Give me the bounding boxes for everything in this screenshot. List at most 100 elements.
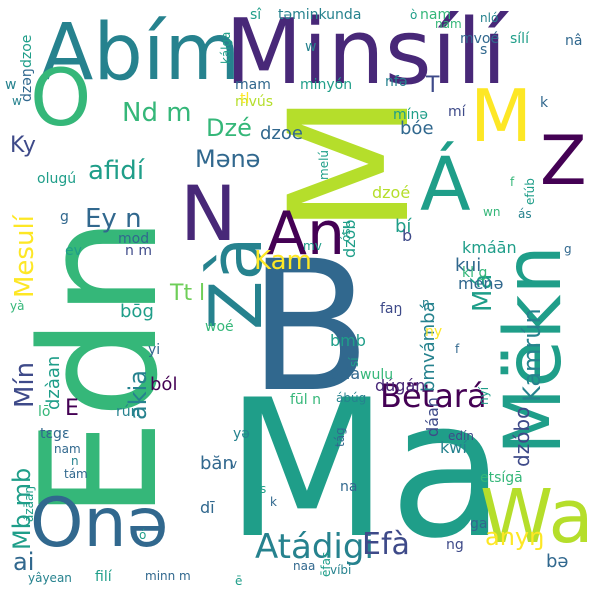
word: Bëtará: [380, 377, 487, 415]
word: bmb: [330, 331, 366, 350]
word: n: [71, 454, 79, 468]
word: dzàan: [43, 355, 64, 410]
word: O: [30, 54, 92, 144]
word: mv: [303, 239, 322, 253]
word: B: [248, 223, 372, 432]
word: na: [340, 479, 358, 495]
word: kálga: [219, 31, 233, 64]
word: woé: [205, 319, 234, 335]
word: wulu: [360, 367, 394, 383]
word: minyón: [300, 77, 353, 93]
word: w: [5, 77, 17, 93]
word: naa: [293, 559, 316, 573]
word: mam: [235, 77, 271, 93]
word: g: [60, 209, 69, 225]
word: afidí: [88, 156, 145, 186]
word: Tt l: [170, 281, 206, 306]
word: f: [510, 175, 515, 189]
word: dzəŋ: [19, 68, 35, 102]
word: kmáān: [462, 238, 517, 257]
word: minn m: [145, 569, 191, 583]
word: E: [65, 396, 79, 421]
word: w: [12, 94, 22, 108]
word: Ma: [225, 359, 506, 580]
word: ŋ: [422, 296, 430, 310]
word: dzoé: [372, 183, 411, 202]
word: T: [426, 73, 440, 98]
word: v: [230, 457, 238, 471]
word: f: [455, 342, 460, 356]
word: dzoe: [260, 123, 303, 144]
word: Onə: [30, 484, 169, 563]
word: ból: [150, 374, 178, 395]
word: nâ: [565, 33, 583, 49]
word: edín: [448, 429, 474, 443]
word: Efà: [362, 527, 410, 562]
word: təminkunda: [278, 7, 362, 23]
word: bí: [395, 216, 412, 237]
word: Kam: [254, 246, 312, 276]
word: ga: [470, 516, 488, 532]
word: băn: [200, 453, 234, 474]
word: k: [540, 95, 549, 111]
word: Á: [420, 142, 471, 228]
word: anyŋ: [485, 523, 545, 551]
word: k: [270, 495, 277, 509]
word: ev: [65, 243, 82, 259]
word: mí: [448, 104, 466, 120]
word: tɛgɛ: [40, 426, 70, 442]
word: ósu: [339, 220, 353, 242]
word: filí: [95, 569, 112, 585]
word: fūl n: [290, 392, 322, 408]
word: ò: [410, 8, 418, 22]
word: dzóbo: [510, 406, 534, 467]
word: kl g: [462, 265, 488, 281]
word: Ey n: [85, 204, 142, 234]
word: yâyean: [28, 571, 72, 585]
word: ázāaŋ: [22, 486, 36, 522]
word: Kamrún: [518, 308, 546, 402]
word: Wa: [480, 474, 590, 560]
word: An: [266, 199, 346, 269]
word: Nd m: [122, 98, 192, 128]
word: Minsílí: [225, 0, 507, 105]
word: n m: [125, 243, 152, 259]
word: nam: [420, 7, 452, 23]
word: g: [564, 242, 572, 256]
word: ny: [425, 324, 443, 340]
word: ábúg: [336, 391, 367, 405]
word: ás: [518, 207, 532, 221]
word: b: [402, 226, 413, 245]
word: olugú: [37, 171, 77, 187]
word: kwí: [440, 438, 467, 457]
word: mod: [118, 231, 150, 247]
word: ai: [13, 548, 35, 576]
word: dáan: [423, 397, 442, 437]
word: s: [260, 482, 267, 496]
word: sílí: [510, 31, 529, 47]
word: kui: [455, 255, 482, 276]
word: etsígā: [480, 470, 523, 486]
word: nam: [435, 17, 462, 31]
word: bóe: [400, 118, 434, 139]
word: bə: [546, 551, 569, 572]
word: nfə: [385, 74, 408, 90]
word: sí: [347, 357, 361, 367]
word: dda: [330, 364, 361, 383]
word: mvoé: [460, 31, 500, 47]
word: lō: [38, 404, 51, 420]
word: dī: [200, 498, 215, 517]
word: Atádigi: [255, 527, 374, 567]
word: mínə: [393, 107, 429, 123]
word: efúb: [523, 178, 537, 205]
word: M: [470, 74, 533, 158]
word: ó: [139, 528, 147, 542]
word: Ky: [10, 133, 36, 158]
word: Dzé: [206, 114, 252, 142]
word: melú: [317, 149, 331, 180]
word: Zá: [540, 122, 590, 201]
word: nló: [480, 11, 499, 25]
word: yà: [10, 299, 25, 313]
word: tl: [240, 91, 250, 107]
